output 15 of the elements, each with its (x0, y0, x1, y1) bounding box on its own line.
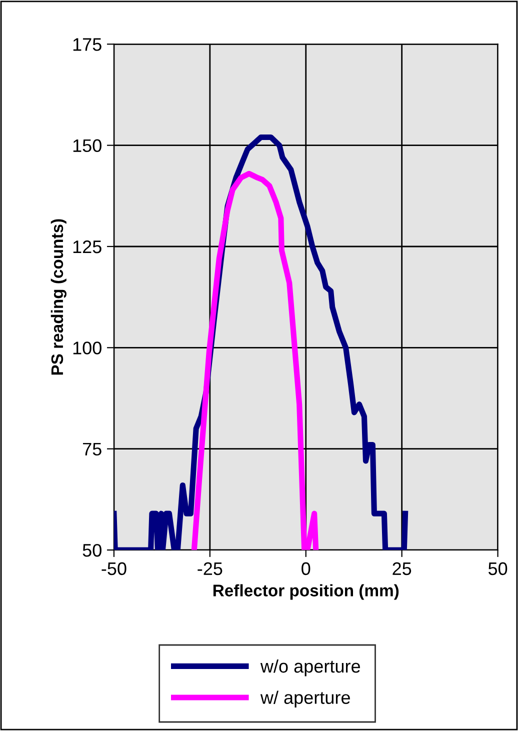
x-axis-title: Reflector position (mm) (213, 584, 399, 600)
y-tick-label: 50 (82, 544, 102, 557)
x-tick-label: -25 (198, 562, 222, 576)
y-tick-label: 125 (73, 240, 102, 254)
legend-label: w/ aperture (260, 690, 350, 708)
y-tick-label: 150 (73, 139, 102, 152)
y-tick-label: 75 (83, 442, 102, 456)
y-tick-label: 175 (73, 38, 102, 51)
y-tick-label: 100 (73, 342, 102, 354)
legend-label: w/o aperture (260, 659, 360, 676)
x-tick-label: 25 (392, 562, 412, 576)
x-tick-label: -50 (102, 562, 126, 576)
x-tick-label: 0 (302, 562, 310, 576)
x-tick-label: 50 (488, 562, 508, 576)
y-axis-title: PS reading (counts) (50, 219, 66, 375)
